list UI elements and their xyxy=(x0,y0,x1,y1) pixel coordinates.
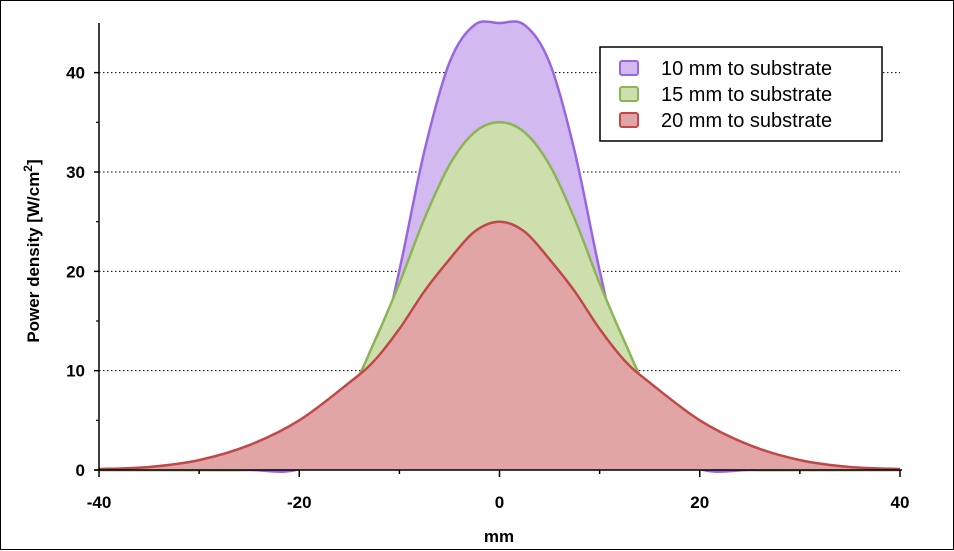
legend-swatch-1 xyxy=(619,60,639,76)
y-axis-title: Power density [W/cm2] xyxy=(21,159,43,342)
y-tick-label: 10 xyxy=(66,362,85,381)
series-area-3 xyxy=(99,221,900,470)
x-tick-label: 0 xyxy=(495,493,504,512)
legend-box xyxy=(599,46,883,142)
x-tick-label: -20 xyxy=(287,493,312,512)
x-axis-title: mm xyxy=(484,527,514,546)
legend-swatch-3 xyxy=(619,112,639,128)
y-tick-label: 40 xyxy=(66,64,85,83)
y-tick-label: 0 xyxy=(76,461,85,480)
x-tick-label: 20 xyxy=(690,493,709,512)
x-tick-label: -40 xyxy=(87,493,112,512)
legend-label-2: 15 mm to substrate xyxy=(661,84,832,106)
legend-swatch-2 xyxy=(619,86,639,102)
y-tick-label: 20 xyxy=(66,262,85,281)
y-tick-label: 30 xyxy=(66,163,85,182)
legend: 10 mm to substrate 15 mm to substrate 20 m… xyxy=(599,46,883,142)
series-areas xyxy=(98,20,901,473)
x-tick-label: 40 xyxy=(891,493,910,512)
legend-label-3: 20 mm to substrate xyxy=(661,110,832,132)
legend-label-1: 10 mm to substrate xyxy=(661,58,832,80)
series-line-3 xyxy=(98,220,901,471)
axes: 0 10 20 30 40 -40 -20 0 20 40 xyxy=(66,23,909,512)
